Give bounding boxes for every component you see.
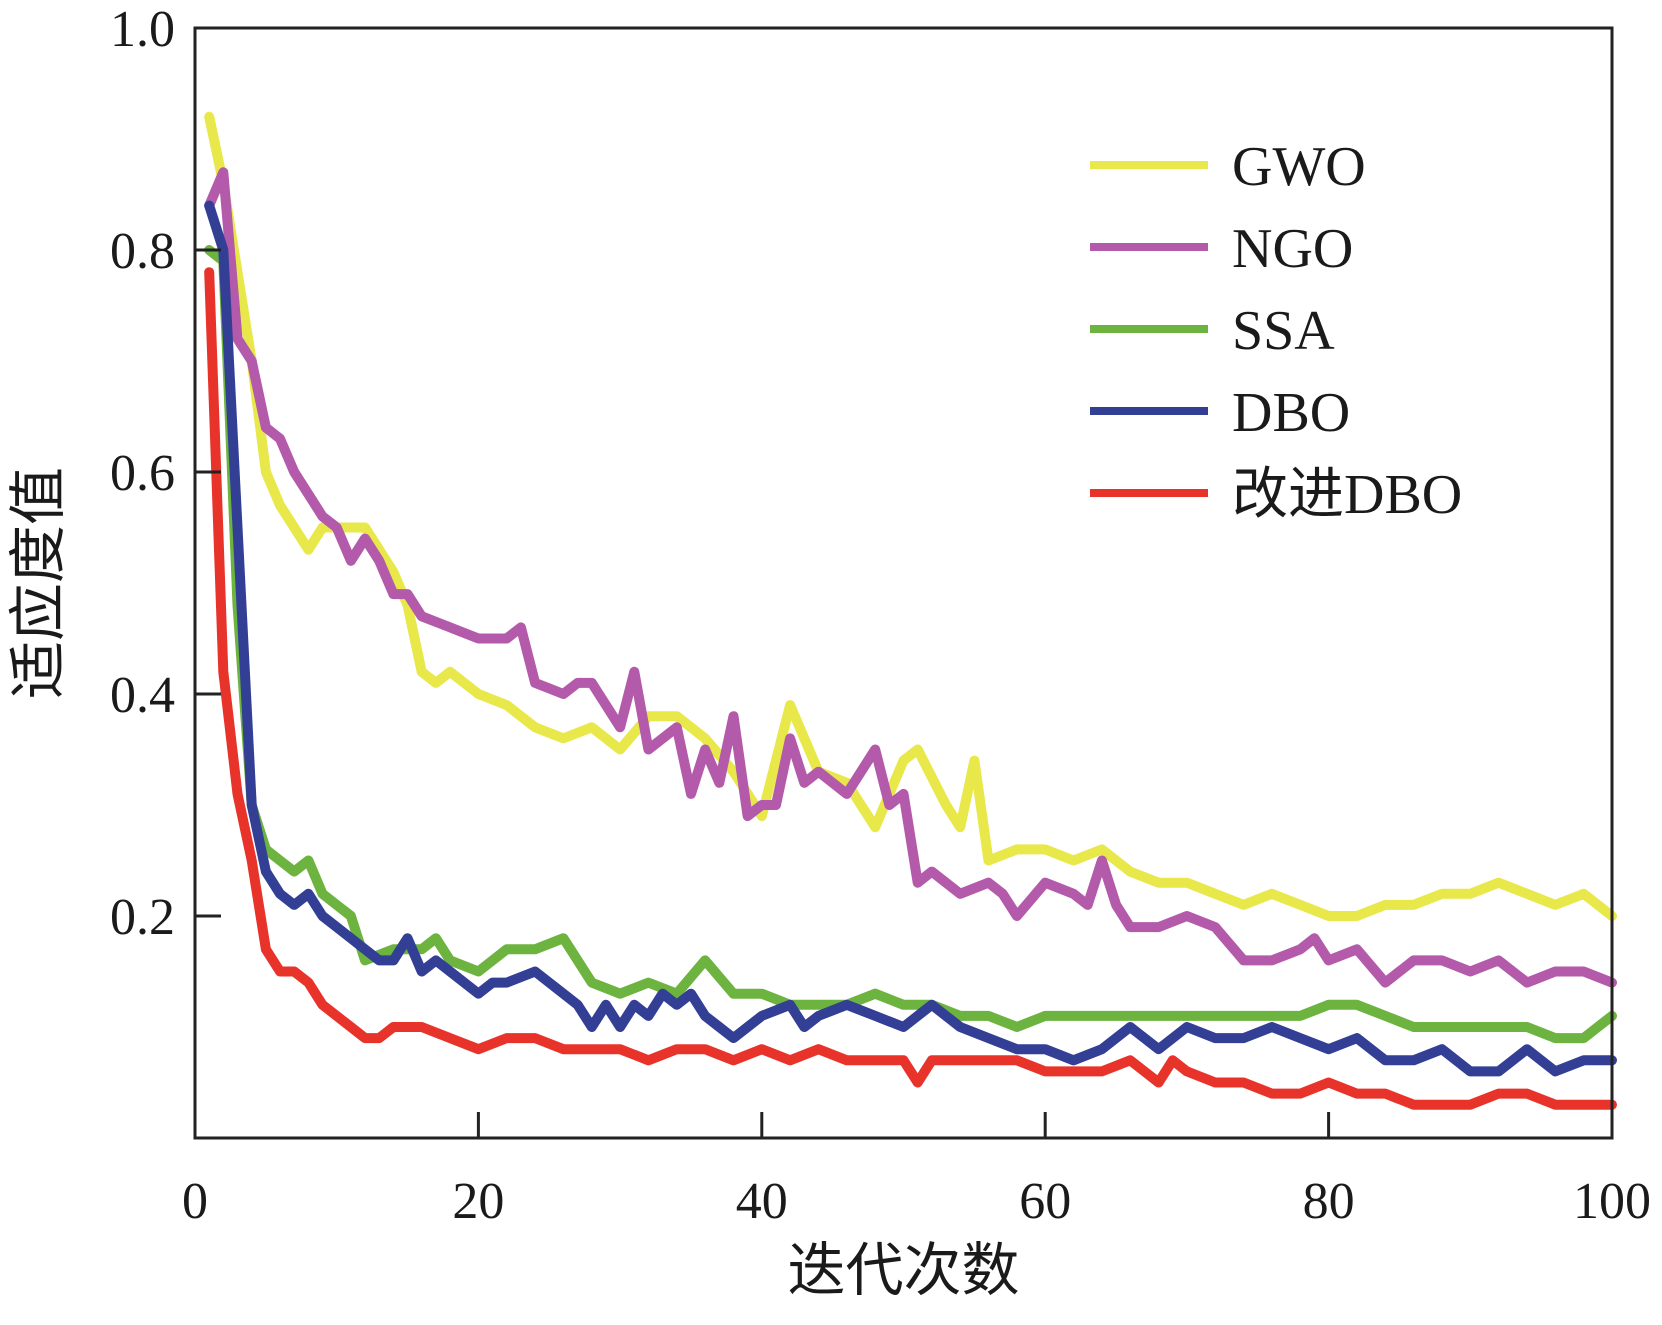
x-tick-label: 80 (1303, 1173, 1355, 1230)
legend-label: SSA (1232, 300, 1335, 362)
series-layer (204, 111, 1617, 1110)
series-line-1 (204, 167, 1617, 988)
series-line-2 (204, 245, 1617, 1044)
legend-item-3: DBO (1090, 382, 1350, 444)
x-axis-ticks: 0 20 40 60 80 100 (182, 1112, 1651, 1230)
legend-item-2: SSA (1090, 300, 1335, 362)
x-tick-label: 100 (1573, 1173, 1651, 1230)
series-line-3 (204, 200, 1617, 1077)
legend-item-0: GWO (1090, 136, 1366, 198)
y-tick-label: 0.4 (110, 667, 175, 724)
y-axis-title: 适应度值 (6, 467, 71, 699)
y-tick-label: 0.8 (110, 223, 175, 280)
plot-frame (193, 26, 1614, 1140)
x-tick-label: 40 (736, 1173, 788, 1230)
legend-item-4: 改进DBO (1090, 464, 1462, 526)
legend-label: NGO (1232, 218, 1353, 280)
x-tick-label: 0 (182, 1173, 208, 1230)
y-axis-ticks: 0.2 0.4 0.6 0.8 1.0 (110, 1, 221, 946)
y-tick-label: 1.0 (110, 1, 175, 58)
series-line-4 (204, 267, 1617, 1110)
x-tick-label: 60 (1019, 1173, 1071, 1230)
x-tick-label: 20 (452, 1173, 504, 1230)
legend-item-1: NGO (1090, 218, 1353, 280)
legend: GWO NGO SSA DBO 改进DBO (1090, 136, 1462, 526)
x-axis-title: 迭代次数 (787, 1238, 1019, 1303)
legend-label: DBO (1232, 382, 1350, 444)
y-tick-label: 0.6 (110, 445, 175, 502)
y-tick-label: 0.2 (110, 889, 175, 946)
legend-label: 改进DBO (1232, 464, 1462, 526)
legend-label: GWO (1232, 136, 1366, 198)
